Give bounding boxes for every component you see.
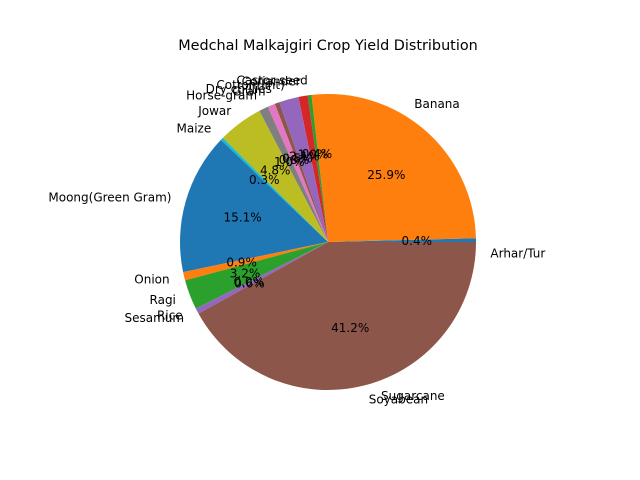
category-label-soyabean: Soyabean bbox=[369, 393, 428, 407]
percent-label: 0.9% bbox=[226, 256, 257, 270]
percent-label: 0.5% bbox=[282, 152, 313, 166]
category-label-onion: Onion bbox=[134, 273, 169, 287]
percent-label: 1.0% bbox=[298, 147, 329, 161]
percent-label: 0.3% bbox=[249, 173, 280, 187]
percent-label: 3.2% bbox=[230, 267, 261, 281]
percent-label: 1.0% bbox=[274, 155, 305, 169]
category-labels: Arhar/Tur Banana Castor seedCorianderCotto… bbox=[48, 73, 545, 406]
category-label-maize: Maize bbox=[177, 122, 212, 136]
pie-slices bbox=[179, 94, 476, 391]
category-label-cotton-lint: Cotton(lint) bbox=[216, 78, 284, 92]
pie-slice-horse-gram bbox=[259, 106, 328, 243]
pie-slice-onion bbox=[183, 242, 328, 281]
pie-slice-moong-green-gram bbox=[179, 139, 328, 273]
pie-slice-cotton-lint bbox=[279, 96, 328, 242]
pie-slice-maize bbox=[220, 137, 328, 242]
pie-slice-ragi bbox=[185, 242, 328, 309]
percent-label: 25.9% bbox=[367, 168, 405, 182]
category-label-dry-chillies: Dry chillies bbox=[206, 82, 272, 96]
category-label-ragi: Ragi bbox=[150, 293, 176, 307]
percent-label: 0.4% bbox=[402, 234, 433, 248]
pie-slice-jowar bbox=[222, 110, 328, 243]
percent-label: 41.2% bbox=[331, 321, 369, 335]
pie-slice-dry-chillies bbox=[274, 102, 328, 242]
percent-label: 15.1% bbox=[224, 211, 262, 225]
category-label-horse-gram: Horse-gram bbox=[186, 88, 257, 102]
percent-labels: 0.4%25.9%0.4%1.0%2.1%0.5%0.8%1.0%4.8%0.3… bbox=[224, 147, 432, 335]
pie-slice-banana bbox=[311, 94, 476, 243]
pie-slice-sesamum bbox=[195, 242, 328, 314]
category-label-castor-seed: Castor seed bbox=[236, 73, 307, 87]
percent-label: 0.0% bbox=[233, 275, 264, 289]
pie-slice-coriander bbox=[298, 95, 328, 243]
pie-slice-soyabean bbox=[198, 242, 476, 391]
percent-label: 2.1% bbox=[289, 149, 320, 163]
category-label-rice: Rice bbox=[157, 308, 183, 322]
category-label-jowar: Jowar bbox=[197, 104, 231, 118]
percent-label: 4.8% bbox=[260, 164, 291, 178]
pie-slice-gram bbox=[267, 103, 328, 243]
chart-title: Medchal Malkajgiri Crop Yield Distributi… bbox=[178, 38, 478, 54]
category-label-sesamum: Sesamum bbox=[124, 311, 184, 325]
pie-slice-arhar-tur bbox=[328, 238, 476, 242]
category-label-coriander: Coriander bbox=[242, 75, 301, 89]
pie-slice-castor-seed bbox=[307, 94, 328, 242]
category-label-arhar-tur: Arhar/Tur bbox=[490, 246, 545, 260]
category-label-gram: Gram bbox=[232, 85, 265, 99]
percent-label: 0.8% bbox=[279, 153, 310, 167]
percent-label: 0.4% bbox=[302, 147, 333, 161]
percent-label: 0.6% bbox=[234, 276, 265, 290]
category-label-banana: Banana bbox=[414, 97, 460, 111]
category-label-moong-green-gram: Moong(Green Gram) bbox=[48, 190, 171, 204]
category-label-sugarcane: Sugarcane bbox=[381, 389, 445, 403]
